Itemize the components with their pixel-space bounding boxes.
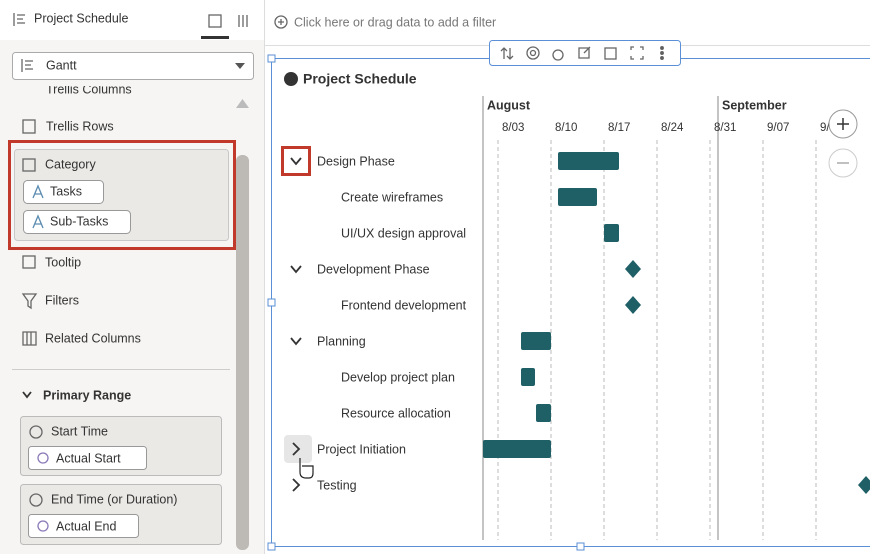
title-icon [284,72,298,86]
chevron[interactable] [292,478,301,492]
end-label: End Time (or Duration) [51,492,177,506]
category-label: Category [45,157,96,171]
date-label: 9/ [820,122,830,134]
scroll-up[interactable] [236,99,249,108]
chart-title: Project Schedule [303,71,417,87]
icon [22,158,36,172]
chevron[interactable] [290,265,302,274]
highlight [8,140,236,250]
chevron[interactable] [292,442,301,456]
panel-bg [0,40,264,554]
chip-label: Actual Start [56,451,121,465]
gantt-bar [521,368,535,386]
plus [837,118,849,130]
scrollbar[interactable] [236,155,249,550]
toolbar [489,40,681,66]
item[interactable]: Related Columns [45,331,141,345]
phase-label: Planning [317,334,366,348]
highlight [281,146,311,176]
phase-label: Testing [317,478,357,492]
milestone [625,296,641,314]
gantt-bar [604,224,619,242]
gantt-icon [21,59,33,72]
gantt-bar [558,152,619,170]
chart-type-select[interactable] [12,52,254,80]
gantt-bar [558,188,597,206]
toolbar-icons [500,46,664,61]
clock [37,520,49,532]
properties-tab[interactable] [238,15,248,27]
chart-type: Gantt [46,58,77,72]
date-label: 9/07 [767,122,789,134]
task-label: Develop project plan [341,370,455,384]
task-label: UI/UX design approval [341,226,466,240]
date-label: 8/24 [661,122,684,134]
add-filter-icon[interactable] [274,15,288,29]
handles [267,54,585,551]
icon [22,331,37,346]
caret [235,63,245,69]
plus [278,19,284,25]
icon [21,293,38,310]
task-label: Resource allocation [341,406,451,420]
gantt-bar [483,440,551,458]
date-label: 8/17 [608,122,630,134]
icon [22,119,36,134]
date-label: 8/10 [555,122,577,134]
filter-bar[interactable]: Click here or drag data to add a filter [294,15,496,29]
gantt: August September 8/03 8/10 8/17 8/24 8/31 9/07 9… [281,96,870,540]
gantt-icon [13,13,25,26]
chevron[interactable] [290,337,302,346]
chip-label: Tasks [50,184,82,198]
date-label: 8/31 [714,122,736,134]
icon [32,214,44,229]
clock [29,425,43,439]
chevron[interactable] [290,157,302,166]
phase-label: Design Phase [317,154,395,168]
grammar-tab[interactable] [208,14,222,28]
chip[interactable] [28,446,147,470]
milestone [858,476,870,494]
start-label: Start Time [51,424,108,438]
month-label: August [487,98,531,112]
item[interactable]: Trellis Rows [46,119,114,133]
icon [22,255,36,269]
phase-label: Project Initiation [317,442,406,456]
panel-title: Project Schedule [34,11,129,25]
section-title: Primary Range [43,388,131,402]
chip[interactable] [28,514,139,538]
chip[interactable] [23,210,131,234]
gantt-bar [521,332,551,350]
date-label: 8/03 [502,122,524,134]
task-label: Frontend development [341,298,467,312]
item[interactable]: Tooltip [45,255,81,269]
milestone [625,260,641,278]
phase-label: Development Phase [317,262,430,276]
chip-label: Sub-Tasks [50,214,108,228]
chevron[interactable] [22,391,32,399]
cursor [299,458,314,479]
month-label: September [722,98,787,112]
gantt-bar [536,404,551,422]
clock [29,493,43,507]
clock [37,452,49,464]
chip-label: Actual End [56,519,117,533]
task-label: Create wireframes [341,190,443,204]
tab-underline [201,36,229,39]
icon [32,184,44,199]
item[interactable]: Filters [45,293,79,307]
clip [0,80,234,86]
